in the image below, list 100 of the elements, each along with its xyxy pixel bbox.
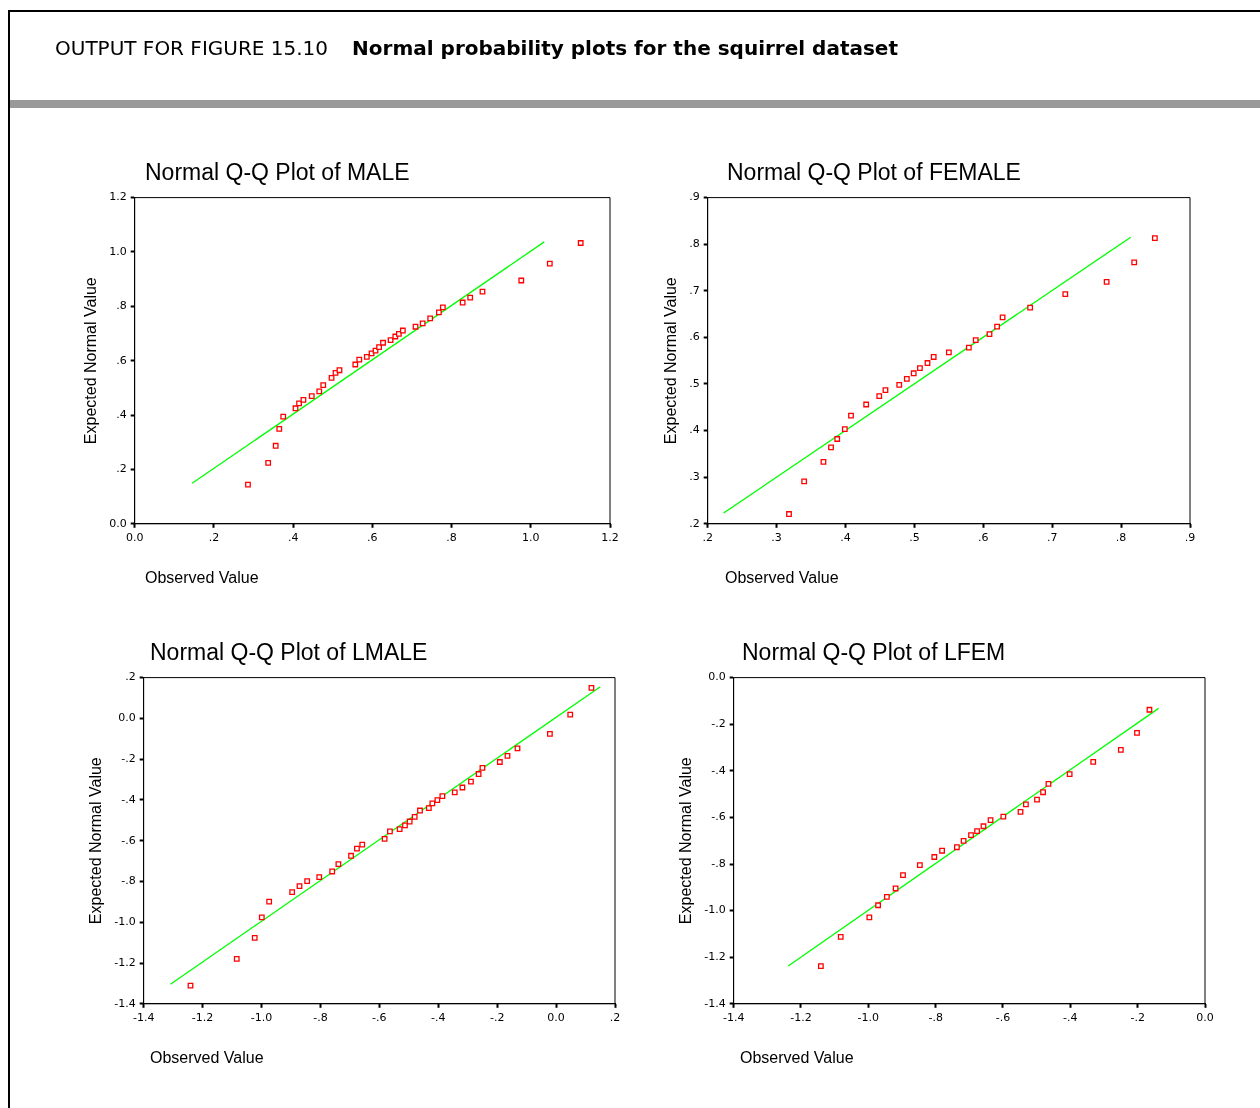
point [187,982,194,989]
y-tick-label: .6 [689,330,700,344]
point [475,771,482,777]
point [1040,789,1046,796]
point [980,823,987,830]
y-tick-label: -1.2 [704,950,726,964]
point [348,852,354,859]
point [316,388,323,395]
y-tick-label: 0.0 [109,516,127,530]
chart-title: Normal Q-Q Plot of FEMALE [727,159,1021,186]
point [866,914,873,921]
point [402,822,408,829]
point [834,436,841,442]
point [419,320,426,327]
x-tick-label: 0.0 [1196,1011,1214,1025]
y-tick-label: .6 [116,353,127,367]
x-tick-label: -1.0 [857,1011,880,1025]
point [876,393,883,400]
point [356,356,363,363]
y-tick-label: -.8 [121,874,136,888]
x-tick-label: -.4 [1063,1011,1078,1025]
point [900,872,906,879]
x-axis-title: Observed Value [145,569,259,587]
point [882,387,889,393]
point [439,304,446,311]
point [896,382,903,388]
point [308,393,315,399]
point [504,752,511,759]
y-tick-label: .8 [116,299,127,313]
point [336,367,343,374]
point [363,353,370,360]
y-tick-label: -.4 [121,792,136,806]
point [546,730,553,737]
point [359,841,366,848]
point [1103,279,1110,285]
point [903,375,910,382]
y-tick-label: -1.4 [704,996,726,1010]
x-tick-label: -1.0 [250,1011,273,1025]
point [916,862,923,869]
y-tick-label: -1.0 [704,903,726,917]
point [468,778,474,785]
x-tick-label: -1.4 [722,1011,745,1025]
point [1146,706,1153,713]
point [801,478,808,485]
point [417,807,423,814]
point [1090,759,1097,765]
point [496,759,503,765]
x-tick-label: .6 [367,531,378,545]
point [459,784,466,791]
point [1022,801,1029,808]
point [974,828,980,835]
point [567,711,574,718]
x-tick-label: 1.2 [601,531,619,545]
point [316,874,323,881]
point [380,339,386,346]
point [841,426,848,433]
x-tick-label: -1.2 [191,1011,214,1025]
point [930,354,937,360]
y-tick-label: -.8 [711,856,726,870]
point [820,458,827,465]
point [276,426,283,432]
y-tick-label: -.6 [711,810,726,824]
point [939,847,945,854]
text: Normal probability plots for the squirrel dataset [352,36,898,60]
x-tick-label: -1.4 [132,1011,155,1025]
point [272,442,279,449]
point [266,898,273,905]
y-tick-label: -.6 [121,833,136,847]
point [924,360,931,366]
point [1062,291,1069,297]
point [354,845,360,852]
point [233,956,240,962]
y-tick-label: -1.0 [114,915,136,929]
x-tick-label: .6 [978,531,989,545]
y-tick-label: .4 [689,423,700,437]
text: OUTPUT FOR FIGURE 15.10 [55,36,329,60]
point [972,337,979,344]
x-tick-label: -.2 [1130,1011,1145,1025]
point [1045,780,1052,787]
point [1000,813,1007,820]
point [1134,729,1140,736]
y-tick-label: .2 [116,462,127,476]
point [280,413,287,420]
point [837,934,844,940]
point [258,914,265,921]
x-tick-label: 0.0 [547,1011,565,1025]
point [479,288,486,295]
x-tick-label: -.6 [372,1011,387,1025]
point [577,240,584,246]
y-axis-title: Expected Normal Value [87,757,105,925]
point [986,331,993,338]
y-tick-label: 1.2 [109,190,127,204]
point [399,327,406,334]
point [434,797,441,804]
y-tick-label: -1.2 [114,955,136,969]
y-tick-label: .4 [116,407,127,421]
point [245,481,251,488]
y-tick-label: 1.0 [109,244,127,258]
point [968,832,974,839]
x-tick-label: .9 [1184,531,1196,545]
